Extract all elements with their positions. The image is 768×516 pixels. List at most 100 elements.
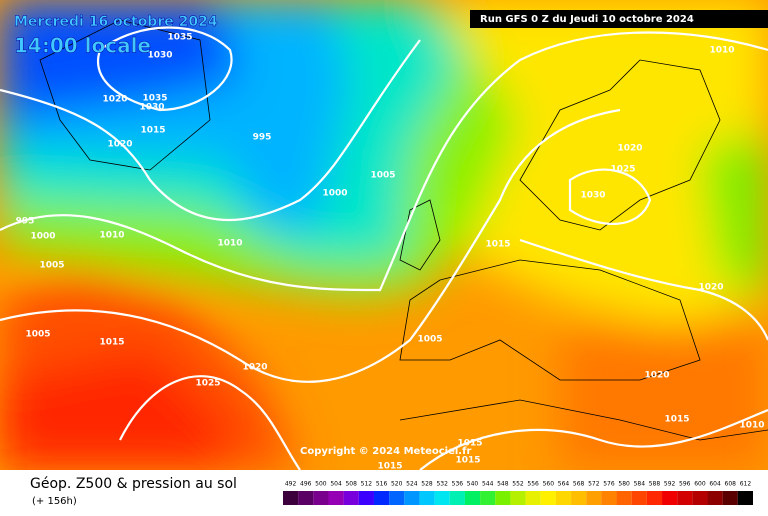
isobar-label: 1020 bbox=[102, 95, 127, 105]
isobar-label: 1010 bbox=[99, 231, 124, 241]
isobar-label: 1015 bbox=[457, 439, 482, 449]
copyright: Copyright © 2024 Meteociel.fr bbox=[300, 446, 471, 457]
legend-swatch bbox=[328, 491, 344, 505]
isobar-label: 1000 bbox=[30, 232, 55, 242]
legend-swatch bbox=[631, 491, 647, 505]
isobar-label: 1030 bbox=[147, 51, 172, 61]
coastlines bbox=[39, 19, 768, 441]
legend-swatch bbox=[677, 491, 693, 505]
legend-label: 596 bbox=[679, 481, 691, 488]
isobar-label: 1015 bbox=[377, 462, 402, 472]
legend-swatch bbox=[373, 491, 390, 505]
legend-label: 604 bbox=[709, 481, 721, 488]
legend-label: 544 bbox=[482, 481, 494, 488]
legend-label: 612 bbox=[740, 481, 752, 488]
isobar-label: 1020 bbox=[698, 283, 723, 293]
legend-label: 592 bbox=[664, 481, 676, 488]
legend-label: 568 bbox=[573, 481, 585, 488]
legend-label: 580 bbox=[618, 481, 630, 488]
isobar-label: 1020 bbox=[644, 371, 669, 381]
isobar-label: 1015 bbox=[664, 415, 689, 425]
map bbox=[0, 0, 768, 471]
isobar-label: 995 bbox=[16, 217, 35, 227]
isobar-label: 1010 bbox=[739, 421, 764, 431]
legend-swatch bbox=[404, 491, 420, 505]
isobar-label: 1030 bbox=[139, 103, 164, 113]
isobar-label: 1025 bbox=[195, 379, 220, 389]
isobar-label: 1005 bbox=[370, 171, 395, 181]
legend-swatch bbox=[525, 491, 541, 505]
isobars bbox=[0, 26, 768, 471]
forecast-date: Mercredi 16 octobre 2024 bbox=[14, 14, 218, 30]
legend-swatch bbox=[449, 491, 465, 505]
isobar-label: 1035 bbox=[142, 94, 167, 104]
isobar-label: 1005 bbox=[39, 261, 64, 271]
legend-label: 576 bbox=[603, 481, 615, 488]
isobar-label: 1020 bbox=[617, 144, 642, 154]
legend-label: 560 bbox=[543, 481, 555, 488]
isobar-label: 995 bbox=[253, 133, 272, 143]
legend-label: 552 bbox=[512, 481, 524, 488]
legend-label: 500 bbox=[315, 481, 327, 488]
isobar-label: 1025 bbox=[610, 165, 635, 175]
legend-label: 540 bbox=[467, 481, 479, 488]
legend-swatch bbox=[616, 491, 632, 505]
legend-swatch bbox=[601, 491, 617, 505]
footer-lead: (+ 156h) bbox=[32, 496, 77, 507]
legend-label: 556 bbox=[527, 481, 539, 488]
isobar-label: 1015 bbox=[455, 456, 480, 466]
isobar-label: 1020 bbox=[242, 363, 267, 373]
legend-label: 524 bbox=[406, 481, 418, 488]
run-info: Run GFS 0 Z du Jeudi 10 octobre 2024 bbox=[480, 14, 694, 25]
isobar-label: 1000 bbox=[322, 189, 347, 199]
isobar-label: 1035 bbox=[167, 33, 192, 43]
legend-label: 588 bbox=[649, 481, 661, 488]
legend-label: 608 bbox=[725, 481, 737, 488]
legend-swatch bbox=[389, 491, 405, 505]
legend-label: 516 bbox=[376, 481, 388, 488]
legend-swatch bbox=[707, 491, 723, 505]
legend-swatch bbox=[555, 491, 572, 505]
run-banner bbox=[470, 10, 768, 28]
legend-swatch bbox=[313, 491, 329, 505]
legend-swatch bbox=[283, 491, 299, 505]
legend-label: 564 bbox=[558, 481, 570, 488]
legend-label: 504 bbox=[330, 481, 342, 488]
legend-label: 548 bbox=[497, 481, 509, 488]
legend-label: 584 bbox=[634, 481, 646, 488]
legend-swatch bbox=[495, 491, 511, 505]
isobar-label: 1020 bbox=[107, 140, 132, 150]
legend-label: 600 bbox=[694, 481, 706, 488]
legend-label: 536 bbox=[452, 481, 464, 488]
isobar-label: 1015 bbox=[485, 240, 510, 250]
legend-swatch bbox=[571, 491, 587, 505]
legend-swatch bbox=[434, 491, 450, 505]
legend-swatch bbox=[646, 491, 663, 505]
isobar-label: 1010 bbox=[217, 239, 242, 249]
legend-swatch bbox=[510, 491, 526, 505]
legend-label: 492 bbox=[285, 481, 297, 488]
legend-label: 508 bbox=[345, 481, 357, 488]
isobar-label: 1010 bbox=[709, 46, 734, 56]
legend-swatch bbox=[480, 491, 496, 505]
legend-label: 512 bbox=[361, 481, 373, 488]
isobar-label: 1015 bbox=[140, 126, 165, 136]
legend-swatch bbox=[586, 491, 602, 505]
isobar-label: 1005 bbox=[25, 330, 50, 340]
isobar-label: 1015 bbox=[99, 338, 124, 348]
legend-label: 572 bbox=[588, 481, 600, 488]
legend-label: 532 bbox=[436, 481, 448, 488]
isobar-label: 1005 bbox=[417, 335, 442, 345]
legend-label: 528 bbox=[421, 481, 433, 488]
legend-swatch bbox=[692, 491, 708, 505]
legend-swatch bbox=[464, 491, 481, 505]
legend-label: 496 bbox=[300, 481, 312, 488]
legend-swatch bbox=[662, 491, 678, 505]
legend-swatch bbox=[540, 491, 556, 505]
legend-swatch bbox=[358, 491, 374, 505]
legend-label: 520 bbox=[391, 481, 403, 488]
legend-swatch bbox=[722, 491, 738, 505]
footer-title: Géop. Z500 & pression au sol bbox=[30, 476, 237, 492]
isobar-label: 1030 bbox=[580, 191, 605, 201]
